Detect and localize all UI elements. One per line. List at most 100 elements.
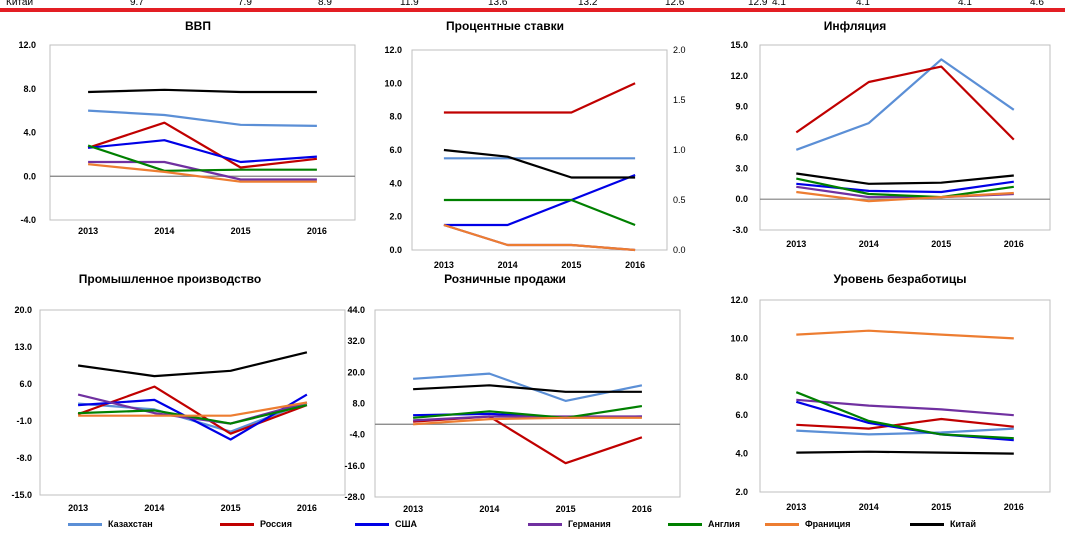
series-line [78, 404, 308, 425]
x-tick-label: 2016 [632, 504, 652, 514]
legend: Казахстан Россия США Германия Англия Франиция… [0, 519, 1065, 534]
plot-area [49, 44, 356, 221]
plot-area [411, 49, 668, 251]
chart-panel: Уровень безработицы 12.0 10.0 8.0 6.0 4.0 2.0 2… [730, 272, 1051, 512]
y2-tick-label: 2.0 [673, 45, 686, 55]
x-tick-label: 2016 [297, 503, 317, 513]
series-line [88, 88, 317, 94]
series-line [796, 172, 1014, 185]
series-line [443, 223, 636, 252]
x-tick-label: 2013 [434, 260, 454, 270]
top-row-value: 11.9 [400, 0, 419, 8]
y-tick-label: 6.0 [19, 379, 32, 389]
top-row-value: 9.7 [130, 0, 144, 8]
y-tick-label: -4.0 [20, 215, 36, 225]
y-tick-label: 8.0 [352, 399, 365, 409]
y-tick-label: 2.0 [389, 212, 402, 222]
series-line [796, 427, 1014, 436]
top-data-strip: Китай 9.7 7.9 8.9 11.9 13.6 13.2 12.6 12.9 4.1 4.… [0, 0, 1065, 14]
legend-item: Казахстан [68, 519, 153, 529]
y-tick-label: 6.0 [735, 410, 748, 420]
plot-area [39, 309, 346, 496]
top-row-value: 12.9 [748, 0, 768, 8]
top-row-label: Китай [6, 0, 34, 8]
chart-title: Уровень безработицы [834, 272, 967, 286]
legend-label: США [395, 519, 418, 529]
y2-tick-label: 0.0 [673, 245, 686, 255]
y-tick-label: 12.0 [730, 71, 748, 81]
y-tick-label: 20.0 [347, 367, 365, 377]
legend-label: Франиция [805, 519, 851, 529]
legend-label: Россия [260, 519, 292, 529]
x-tick-label: 2014 [859, 502, 879, 512]
chart-title: Розничные продажи [444, 272, 566, 286]
chart-title: ВВП [185, 19, 211, 33]
legend-item: Китай [910, 519, 976, 529]
x-tick-label: 2015 [221, 503, 241, 513]
y2-tick-label: 0.5 [673, 195, 686, 205]
series-line [77, 393, 308, 425]
plot-area [374, 309, 681, 498]
legend-swatch [668, 522, 702, 526]
y-tick-label: 12.0 [384, 45, 402, 55]
legend-label: Китай [950, 519, 976, 529]
y-tick-label: -4.0 [349, 430, 365, 440]
top-row-value: 4.1 [772, 0, 786, 8]
x-tick-label: 2013 [68, 503, 88, 513]
legend-label: Казахстан [108, 519, 153, 529]
series-line [443, 223, 636, 252]
series-line [796, 417, 1014, 430]
y-tick-label: 4.0 [23, 128, 36, 138]
series-line [796, 329, 1014, 340]
series-line [796, 190, 1014, 203]
series-line [77, 385, 308, 435]
x-tick-label: 2015 [556, 504, 576, 514]
top-row-value: 8.9 [318, 0, 332, 8]
y-tick-label: 44.0 [347, 305, 365, 315]
series-line [443, 173, 636, 227]
y-tick-label: 20.0 [14, 305, 32, 315]
chart-panel: Розничные продажи 44.0 32.0 20.0 8.0 -4.0 -16.… [344, 272, 681, 514]
y-tick-label: -3.0 [732, 225, 748, 235]
y-tick-label: 8.0 [735, 372, 748, 382]
legend-label: Англия [708, 519, 740, 529]
series-line [443, 148, 636, 179]
legend-item: США [355, 519, 417, 529]
series-line [443, 82, 636, 114]
series-line [77, 351, 308, 378]
series-line [796, 450, 1014, 455]
x-tick-label: 2014 [154, 226, 174, 236]
x-tick-label: 2013 [786, 239, 806, 249]
y-tick-label: 12.0 [18, 40, 36, 50]
series-line [87, 163, 317, 183]
x-tick-label: 2013 [786, 502, 806, 512]
x-tick-label: 2015 [931, 239, 951, 249]
y-tick-label: -8.0 [16, 453, 32, 463]
x-tick-label: 2014 [144, 503, 164, 513]
top-row-value: 7.9 [238, 0, 252, 8]
series-line [87, 121, 318, 169]
top-row-value: 12.6 [665, 0, 685, 8]
y2-tick-label: 1.5 [673, 95, 686, 105]
top-row-value: 4.1 [958, 0, 972, 8]
x-tick-label: 2016 [1004, 239, 1024, 249]
top-row-value: 13.6 [488, 0, 508, 8]
x-tick-label: 2016 [1004, 502, 1024, 512]
plot-area [759, 299, 1051, 493]
y-tick-label: 8.0 [23, 84, 36, 94]
chart-panel: Инфляция 15.0 12.0 9.0 6.0 3.0 0.0 -3.0 2013 2014… [730, 19, 1051, 249]
series-line [795, 58, 1015, 151]
chart-panel: Промышленное производство 20.0 13.0 6.0 -1.0… [11, 272, 346, 513]
legend-item: Россия [220, 519, 292, 529]
top-row-value: 4.1 [856, 0, 870, 8]
legend-swatch [68, 522, 102, 526]
legend-swatch [528, 522, 562, 526]
legend-swatch [765, 522, 799, 526]
chart-title: Промышленное производство [79, 272, 261, 286]
series-line [795, 391, 1014, 440]
y-tick-label: 13.0 [14, 342, 32, 352]
legend-swatch [910, 522, 944, 526]
top-red-rule [0, 8, 1065, 12]
series-line [795, 65, 1015, 141]
